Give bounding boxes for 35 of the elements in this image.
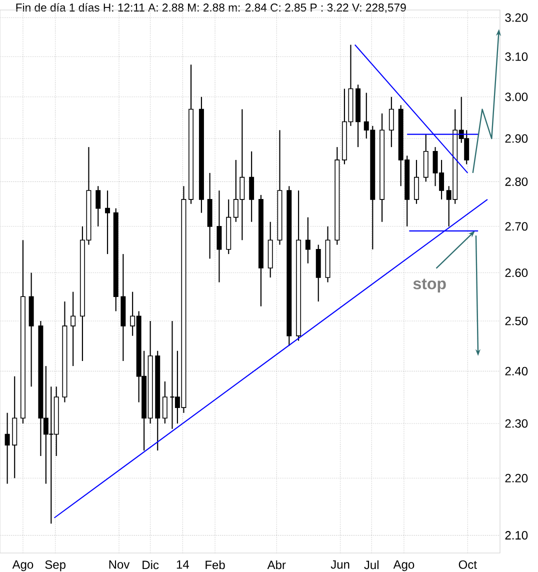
candlestick: [216, 190, 222, 283]
y-tick-label: 3.10: [505, 52, 528, 61]
x-tick-label: 14: [176, 560, 189, 569]
candlestick: [414, 159, 419, 204]
candlestick: [96, 186, 101, 227]
candlestick: [4, 412, 10, 484]
y-tick-label: 2.60: [505, 268, 528, 278]
x-tick-label: Oct: [458, 560, 477, 569]
x-tick-label: Nov: [109, 560, 130, 569]
x-tick-label: Jun: [330, 560, 350, 569]
x-tick-label: Dic: [142, 560, 159, 570]
y-tick-label: 2.40: [505, 366, 528, 376]
y-tick-label: 3.20: [505, 13, 528, 22]
x-tick-label: Sep: [45, 560, 66, 572]
candlestick: [305, 216, 310, 264]
y-tick-label: 3.00: [505, 92, 528, 102]
y-tick-label: 2.30: [505, 419, 528, 428]
x-tick-label: Jul: [364, 560, 378, 570]
annotation: stop: [413, 278, 446, 292]
x-tick-label: Ago: [393, 560, 414, 572]
y-tick-label: 2.10: [505, 531, 528, 540]
candlestick: [70, 291, 76, 367]
y-tick-label: 2.50: [505, 316, 528, 326]
y-tick-label: 2.80: [505, 177, 528, 186]
x-tick-label: Abr: [267, 560, 286, 570]
chart-title: Fin de día 1 días H: 12:11 A: 2.88 M: 2.88 m: 2.84 C: 2.85 P : 3.22 V: 228,579: [16, 3, 406, 13]
candlestick: [388, 96, 394, 148]
candlestick: [105, 190, 110, 255]
x-tick-label: Feb: [206, 560, 225, 570]
y-tick-label: 2.90: [505, 134, 528, 143]
x-tick-label: Ago: [12, 560, 34, 572]
candlestick: [249, 150, 254, 222]
y-tick-label: 2.20: [505, 474, 528, 482]
y-tick-label: 2.70: [505, 222, 528, 231]
candlestick: [162, 380, 168, 424]
